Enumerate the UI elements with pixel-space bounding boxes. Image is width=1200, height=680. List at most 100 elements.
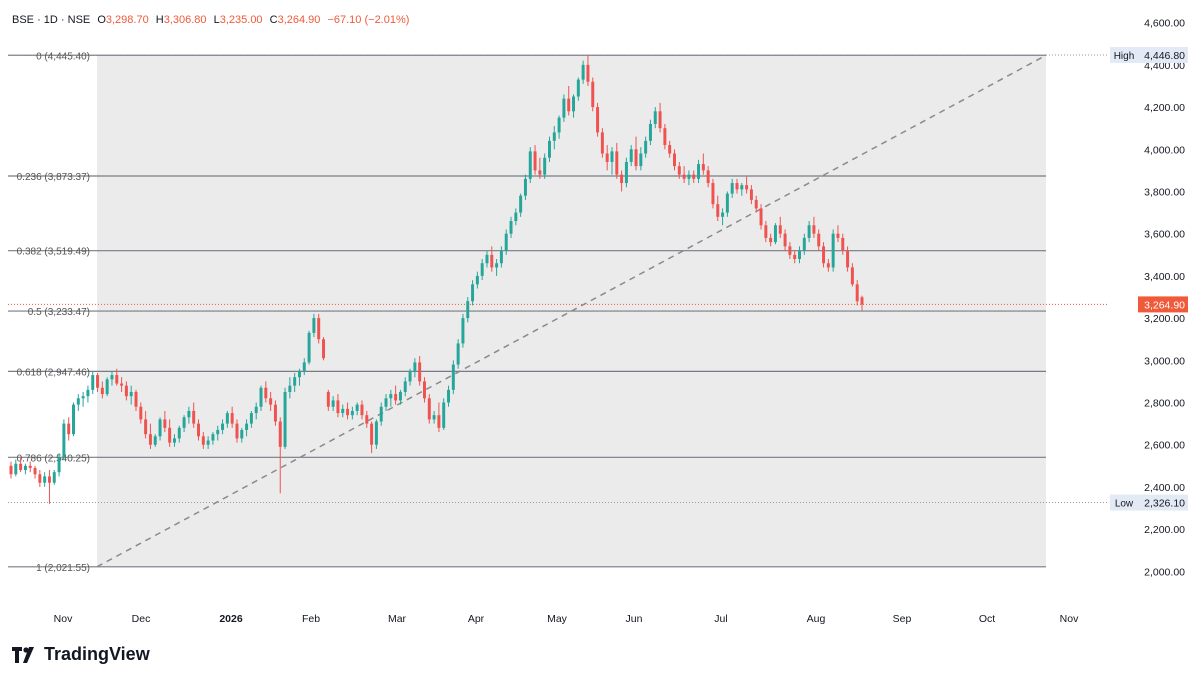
low-marker-value-bg [1138, 494, 1188, 511]
candle-body-26 [134, 391, 138, 407]
candle-body-135 [658, 111, 662, 129]
candle-body-41 [206, 440, 210, 445]
candle-body-128 [624, 161, 628, 184]
candle-body-43 [216, 429, 220, 435]
candle-body-120 [586, 64, 590, 82]
candle-body-139 [677, 166, 681, 175]
candle-body-0 [9, 465, 13, 475]
candle-body-10 [57, 457, 61, 473]
candle-body-125 [610, 151, 614, 162]
x-tick-6: May [547, 613, 568, 625]
candle-body-131 [639, 153, 643, 167]
candle-body-152 [740, 185, 744, 190]
candle-body-95 [466, 301, 470, 319]
y-tick-5: 3,600.00 [1144, 229, 1185, 241]
candle-body-158 [769, 237, 773, 243]
candle-body-121 [591, 81, 595, 108]
candle-body-113 [552, 132, 556, 141]
candle-body-155 [754, 199, 758, 209]
candle-body-8 [47, 476, 51, 483]
candle-body-127 [620, 174, 624, 184]
trend-line [96, 54, 1047, 568]
candle-body-146 [711, 183, 715, 205]
high-value: 3,306.80 [163, 14, 207, 26]
candle-body-103 [504, 233, 508, 251]
x-tick-8: Jul [714, 613, 727, 625]
y-tick-11: 2,400.00 [1144, 482, 1185, 494]
x-tick-7: Jun [626, 613, 643, 625]
candle-body-106 [519, 195, 523, 213]
candle-body-145 [706, 170, 710, 184]
candle-body-105 [514, 212, 518, 222]
candle-body-22 [115, 375, 119, 384]
candle-body-28 [144, 419, 148, 435]
low-value: 3,235.00 [219, 14, 263, 26]
candle-body-73 [360, 404, 364, 416]
candle-body-12 [67, 423, 71, 435]
fib-label-6: 1 (2,021.55) [36, 563, 90, 574]
candle-body-147 [716, 204, 720, 217]
candle-body-166 [807, 225, 811, 238]
candle-body-76 [374, 421, 378, 445]
candle-body-122 [596, 107, 600, 133]
candle-body-70 [346, 408, 350, 416]
candle-body-130 [634, 149, 638, 167]
tradingview-brand[interactable]: TradingView [12, 644, 150, 665]
candle-body-59 [293, 377, 297, 386]
last-price-tag-value-bg [1138, 296, 1188, 313]
candle-body-157 [764, 225, 768, 238]
candle-body-68 [336, 400, 340, 414]
candle-body-176 [855, 284, 859, 302]
candle-body-24 [124, 385, 128, 397]
candle-body-174 [846, 250, 850, 268]
candle-body-141 [687, 174, 691, 179]
candle-body-9 [52, 472, 56, 483]
candle-body-64 [317, 318, 321, 340]
candle-body-60 [297, 370, 301, 378]
y-tick-4: 3,800.00 [1144, 186, 1185, 198]
candle-body-51 [254, 406, 258, 414]
candle-body-167 [812, 225, 816, 234]
x-tick-11: Oct [979, 613, 995, 625]
candle-body-36 [182, 417, 186, 428]
low-key: L [213, 14, 220, 26]
x-tick-3: Feb [302, 613, 320, 625]
candle-body-175 [850, 267, 854, 285]
candle-body-156 [759, 208, 763, 226]
open-value: 3,298.70 [105, 14, 149, 26]
candle-body-17 [91, 375, 95, 390]
last-price-tag-value: 3,264.90 [1144, 299, 1185, 311]
candle-body-118 [576, 79, 580, 97]
candle-body-159 [773, 225, 777, 243]
candle-body-165 [802, 237, 806, 251]
candle-body-89 [437, 415, 441, 428]
candle-body-79 [389, 394, 393, 399]
candle-body-42 [211, 434, 215, 441]
candle-body-143 [697, 164, 701, 179]
candle-body-35 [177, 427, 181, 439]
candle-body-6 [38, 474, 42, 483]
candle-body-171 [831, 233, 835, 268]
x-tick-12: Nov [1060, 613, 1079, 625]
x-tick-4: Mar [388, 613, 407, 625]
brand-name: TradingView [44, 644, 150, 664]
candle-body-44 [221, 423, 225, 430]
candle-body-47 [235, 423, 239, 439]
candle-body-54 [269, 398, 273, 405]
candle-body-34 [172, 438, 176, 443]
candle-body-7 [43, 476, 47, 483]
high-marker-label: High [1114, 51, 1135, 62]
candle-body-150 [730, 183, 734, 194]
candle-body-87 [427, 398, 431, 420]
candle-body-177 [860, 297, 864, 305]
y-tick-3: 4,000.00 [1144, 144, 1185, 156]
candle-body-132 [644, 140, 648, 154]
candle-body-11 [62, 423, 66, 458]
candle-body-110 [538, 170, 542, 175]
fib-label-1: 0.236 (3,873.37) [17, 172, 90, 183]
candle-body-163 [793, 254, 797, 260]
candle-body-69 [341, 408, 345, 414]
y-tick-12: 2,200.00 [1144, 524, 1185, 536]
y-tick-9: 2,800.00 [1144, 398, 1185, 410]
